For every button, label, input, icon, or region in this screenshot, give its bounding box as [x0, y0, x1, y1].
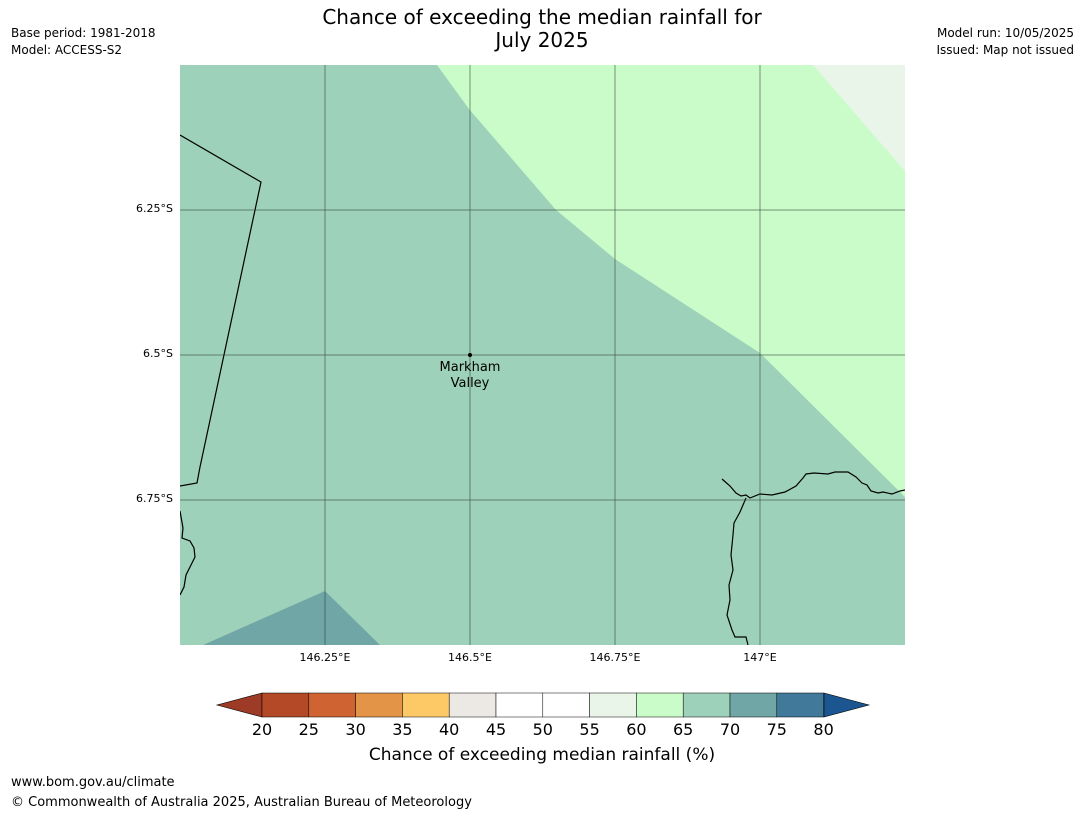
- base-period-text: Base period: 1981-2018: [11, 26, 156, 40]
- colorbar-tick-label: 55: [579, 720, 600, 739]
- colorbar-segment: [636, 692, 684, 718]
- markham-valley-marker: [468, 353, 472, 357]
- place-label-markham-valley: Markham Valley: [420, 360, 520, 392]
- colorbar-tick-label: 75: [766, 720, 787, 739]
- region-55-60-percent: [813, 65, 905, 171]
- region-60-65-percent: [437, 65, 905, 497]
- colorbar-under-arrow: [215, 692, 263, 718]
- graticule: [180, 65, 905, 645]
- colorbar-segment: [261, 692, 310, 718]
- colorbar-segment: [589, 692, 637, 718]
- coastline: [180, 134, 905, 645]
- colorbar-tick-label: 65: [673, 720, 694, 739]
- colorbar-segment: [402, 692, 450, 718]
- model-text: Model: ACCESS-S2: [11, 43, 123, 57]
- colorbar-tick-label: 45: [485, 720, 507, 739]
- colorbar-segment: [308, 692, 356, 718]
- colorbar-tick-label: 25: [298, 720, 319, 739]
- lat-label-6-25s: 6.25°S: [136, 202, 173, 215]
- lon-label-147e: 147°E: [743, 651, 777, 664]
- colorbar-segments: [261, 692, 824, 718]
- colorbar-segment: [542, 692, 590, 718]
- colorbar-tick-label: 60: [626, 720, 647, 739]
- colorbar-segment: [682, 692, 731, 718]
- place-label-line-1: Markham: [439, 360, 501, 375]
- title-line-2: July 2025: [495, 28, 589, 52]
- colorbar-tick-label: 30: [345, 720, 366, 739]
- colorbar-tick-label: 40: [439, 720, 460, 739]
- title-line-1: Chance of exceeding the median rainfall …: [322, 5, 762, 29]
- colorbar-segment: [355, 692, 403, 718]
- metadata-left: Base period: 1981-2018 Model: ACCESS-S2: [11, 25, 156, 59]
- model-run-text: Model run: 10/05/2025: [936, 26, 1074, 40]
- colorbar-tick-label: 50: [532, 720, 553, 739]
- colorbar-segment: [495, 692, 544, 718]
- colorbar-segment: [729, 692, 778, 718]
- metadata-right: Model run: 10/05/2025 Issued: Map not is…: [936, 25, 1074, 59]
- place-label-line-2: Valley: [450, 376, 490, 391]
- colorbar-tick-label: 20: [251, 720, 273, 739]
- colorbar: [215, 692, 871, 718]
- colorbar-tick-label: 35: [392, 720, 413, 739]
- lat-label-6-75s: 6.75°S: [136, 492, 173, 505]
- colorbar-segment: [776, 692, 824, 718]
- colorbar-over-arrow: [823, 692, 871, 718]
- issued-text: Issued: Map not issued: [936, 43, 1074, 57]
- region-70-75-percent: [203, 591, 380, 645]
- colorbar-tick-label: 80: [813, 720, 834, 739]
- colorbar-title: Chance of exceeding median rainfall (%): [368, 745, 716, 765]
- rainfall-map: [180, 65, 905, 645]
- lon-label-146-5e: 146.5°E: [448, 651, 492, 664]
- map-title: Chance of exceeding the median rainfall …: [292, 6, 792, 52]
- footer-website: www.bom.gov.au/climate: [11, 775, 175, 790]
- colorbar-segment: [448, 692, 497, 718]
- lat-label-6-5s: 6.5°S: [143, 347, 173, 360]
- lon-label-146-75e: 146.75°E: [589, 651, 641, 664]
- colorbar-tick-label: 70: [719, 720, 741, 739]
- lon-label-146-25e: 146.25°E: [299, 651, 351, 664]
- footer-copyright: © Commonwealth of Australia 2025, Austra…: [11, 795, 472, 810]
